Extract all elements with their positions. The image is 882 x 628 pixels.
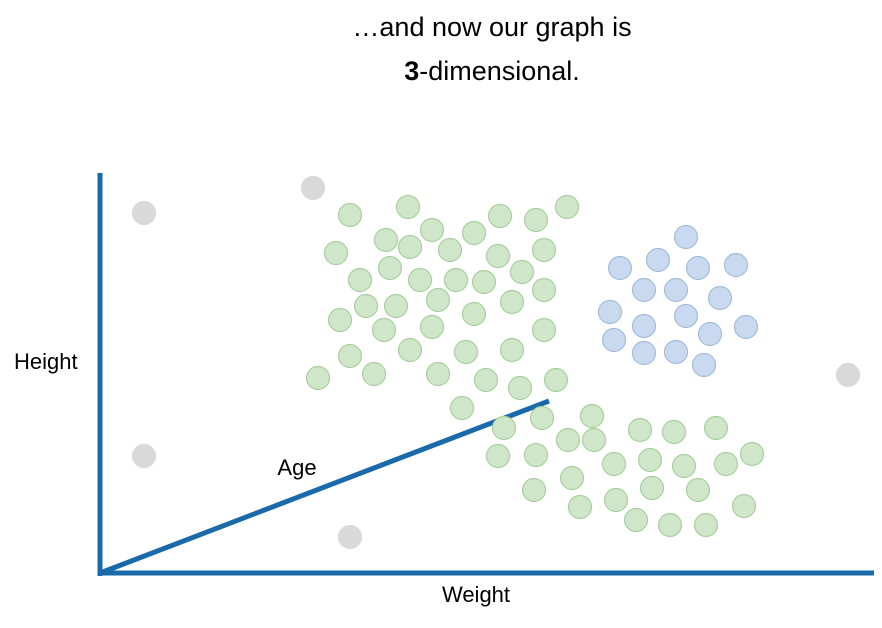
dot (377, 255, 403, 281)
dot (453, 339, 479, 365)
dot (337, 343, 363, 369)
dot (607, 255, 633, 281)
dot (661, 419, 687, 445)
dot (395, 194, 421, 220)
title-rest: -dimensional. (419, 56, 580, 86)
dot (581, 427, 607, 453)
dot (443, 267, 469, 293)
dot (637, 447, 663, 473)
dot (473, 367, 499, 393)
title-line: …and now our graph is (352, 12, 631, 42)
dot (645, 247, 671, 273)
dot (693, 512, 719, 538)
dot (555, 427, 581, 453)
dot (509, 259, 535, 285)
dot (601, 327, 627, 353)
dot (337, 524, 363, 550)
dot (300, 175, 326, 201)
dot (673, 303, 699, 329)
dot (543, 367, 569, 393)
dot (361, 361, 387, 387)
title-line: 3-dimensional. (404, 56, 580, 86)
dot (327, 307, 353, 333)
dot (449, 395, 475, 421)
dot (603, 487, 629, 513)
dot (631, 340, 657, 366)
dot (627, 417, 653, 443)
dot (323, 240, 349, 266)
z-axis (99, 398, 550, 576)
dot (723, 252, 749, 278)
dot (499, 337, 525, 363)
dot (631, 313, 657, 339)
dot (523, 207, 549, 233)
dot (663, 277, 689, 303)
dot (631, 277, 657, 303)
dot (371, 317, 397, 343)
dot (531, 237, 557, 263)
dots (131, 175, 861, 550)
dot (461, 220, 487, 246)
dot (531, 317, 557, 343)
dot (597, 299, 623, 325)
dot (529, 405, 555, 431)
dot (507, 375, 533, 401)
dot (639, 475, 665, 501)
dot (425, 361, 451, 387)
y-axis-label: Height (14, 349, 78, 374)
dot (554, 194, 580, 220)
dot (353, 293, 379, 319)
x-axis-label: Weight (442, 582, 510, 607)
dot (419, 314, 445, 340)
dot (425, 287, 451, 313)
dot (383, 293, 409, 319)
dot (691, 352, 717, 378)
dot (697, 321, 723, 347)
dot (485, 243, 511, 269)
dot (733, 314, 759, 340)
dot (685, 255, 711, 281)
dot (531, 277, 557, 303)
dot (347, 267, 373, 293)
dot (337, 202, 363, 228)
dot (419, 217, 445, 243)
dot (713, 451, 739, 477)
dot (707, 285, 733, 311)
dot (491, 415, 517, 441)
dot (671, 453, 697, 479)
dot (407, 267, 433, 293)
dot (461, 301, 487, 327)
dot (685, 477, 711, 503)
dot (485, 443, 511, 469)
dot (835, 362, 861, 388)
dot (601, 451, 627, 477)
dot (567, 494, 593, 520)
title-bold: 3 (404, 56, 419, 86)
dot (305, 365, 331, 391)
dot (437, 237, 463, 263)
dot (559, 465, 585, 491)
dot (579, 403, 605, 429)
dot (623, 507, 649, 533)
dot (397, 337, 423, 363)
dot (487, 203, 513, 229)
dot (731, 493, 757, 519)
dot (703, 415, 729, 441)
dot (663, 339, 689, 365)
dot (397, 234, 423, 260)
dot (739, 441, 765, 467)
dot (523, 442, 549, 468)
dot (373, 227, 399, 253)
dot (131, 443, 157, 469)
dot (471, 269, 497, 295)
dot (499, 289, 525, 315)
z-axis-label: Age (277, 455, 316, 480)
dot (131, 200, 157, 226)
dot (657, 512, 683, 538)
dot (521, 477, 547, 503)
dot (673, 224, 699, 250)
